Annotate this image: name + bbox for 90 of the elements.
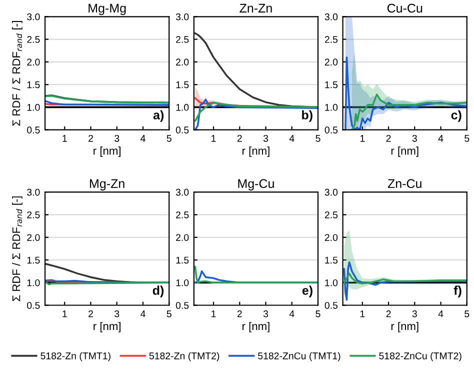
chart-title: Zn-Zn <box>240 4 272 12</box>
y-tick-label: 3.0 <box>27 13 40 20</box>
y-tick-label: 0.5 <box>324 302 338 309</box>
x-tick-label: 3 <box>263 134 268 142</box>
x-tick-label: 4 <box>289 135 294 142</box>
y-tick-label: 1.0 <box>325 279 338 286</box>
y-tick-label: 1.5 <box>325 256 338 264</box>
x-tick-label: 1 <box>62 310 67 318</box>
y-tick-label: 1.5 <box>27 256 40 264</box>
x-tick-label: 4 <box>140 310 146 318</box>
legend-label: 5182-Zn (TMT2) <box>149 352 220 362</box>
y-tick-label: 1.5 <box>176 81 189 88</box>
y-tick-label: 0.5 <box>324 126 338 134</box>
y-axis-title: Σ RDF / Σ RDF$_{rand}$ [-] <box>12 21 22 126</box>
y-tick-label: 2.5 <box>27 36 40 43</box>
y-tick-label: 0.5 <box>176 302 189 309</box>
legend-label: 5182-Zn (TMT1) <box>40 352 110 362</box>
y-tick-label: 3.0 <box>176 188 189 196</box>
x-tick-label: 4 <box>140 135 146 142</box>
annotation: c) <box>451 110 462 122</box>
annotation: a) <box>153 110 164 122</box>
y-tick-label: 1.5 <box>325 81 338 88</box>
x-tick-label: 3 <box>412 310 417 318</box>
x-tick-label: 5 <box>166 135 172 142</box>
legend-label: 5182-ZnCu (TMT1) <box>258 352 340 362</box>
x-tick-label: 5 <box>316 135 320 142</box>
x-tick-label: 1 <box>62 135 67 142</box>
x-tick-label: 5 <box>464 310 470 318</box>
x-axis-title: r [nm] <box>391 146 418 157</box>
chart-title: Mg-Cu <box>238 179 274 190</box>
x-tick-label: 4 <box>289 310 294 318</box>
x-tick-label: 4 <box>438 310 444 318</box>
x-tick-label: 2 <box>88 310 93 318</box>
y-tick-label: 2.5 <box>324 36 338 43</box>
x-tick-label: 4 <box>438 135 444 142</box>
y-tick-label: 0.5 <box>27 126 40 134</box>
y-tick-label: 1.5 <box>176 256 189 264</box>
y-tick-label: 3.0 <box>176 13 189 20</box>
y-tick-label: 2.5 <box>324 211 338 218</box>
chart-title: Zn-Cu <box>388 179 422 188</box>
x-tick-label: 3 <box>263 310 268 318</box>
x-tick-label: 3 <box>114 310 120 318</box>
chart-title: Cu-Cu <box>387 4 422 13</box>
annotation: f) <box>454 286 462 298</box>
y-tick-label: 2.0 <box>176 234 189 241</box>
annotation: d) <box>152 286 164 298</box>
annotation: e) <box>302 286 312 298</box>
x-tick-label: 2 <box>386 134 391 142</box>
x-tick-label: 5 <box>166 310 172 318</box>
x-tick-label: 2 <box>237 310 242 318</box>
y-tick-label: 1.0 <box>325 104 338 111</box>
x-axis-title: r [nm] <box>391 322 418 332</box>
x-tick-label: 2 <box>237 134 242 142</box>
x-tick-label: 5 <box>316 310 320 318</box>
x-tick-label: 5 <box>464 135 470 142</box>
x-tick-label: 1 <box>360 310 365 318</box>
x-tick-label: 1 <box>212 310 216 318</box>
y-tick-label: 1.0 <box>27 279 40 286</box>
y-tick-label: 2.0 <box>27 234 40 241</box>
y-tick-label: 1.0 <box>27 104 40 111</box>
x-tick-label: 2 <box>386 310 391 318</box>
y-tick-label: 2.5 <box>176 36 189 43</box>
y-tick-label: 2.0 <box>324 58 338 66</box>
x-tick-label: 3 <box>114 134 120 142</box>
y-tick-label: 2.0 <box>27 58 40 66</box>
y-tick-label: 2.5 <box>27 211 40 218</box>
chart-title: Mg-Mg <box>88 4 126 16</box>
x-axis-title: r [nm] <box>94 322 120 332</box>
x-axis-title: r [nm] <box>242 146 270 157</box>
legend-label: 5182-ZnCu (TMT2) <box>379 352 462 362</box>
y-tick-label: 1.0 <box>176 104 189 111</box>
annotation: b) <box>302 110 312 122</box>
x-tick-label: 1 <box>212 135 216 142</box>
y-tick-label: 3.0 <box>324 188 338 196</box>
y-tick-label: 2.5 <box>176 211 189 218</box>
x-tick-label: 3 <box>412 134 417 142</box>
y-tick-label: 0.5 <box>176 126 189 134</box>
y-tick-label: 1.0 <box>176 279 189 286</box>
x-axis-title: r [nm] <box>94 146 120 157</box>
y-tick-label: 3.0 <box>27 188 40 196</box>
y-tick-label: 0.5 <box>27 302 40 309</box>
y-tick-label: 1.5 <box>27 81 40 88</box>
y-tick-label: 2.0 <box>176 58 189 66</box>
x-tick-label: 2 <box>88 134 93 142</box>
y-axis-title: Σ RDF / Σ RDF$_{rand}$ [-] <box>12 196 22 302</box>
x-tick-label: 1 <box>360 135 365 142</box>
x-axis-title: r [nm] <box>242 322 270 332</box>
y-tick-label: 2.0 <box>324 234 338 241</box>
chart-title: Mg-Zn <box>90 179 124 190</box>
y-tick-label: 3.0 <box>324 13 338 20</box>
